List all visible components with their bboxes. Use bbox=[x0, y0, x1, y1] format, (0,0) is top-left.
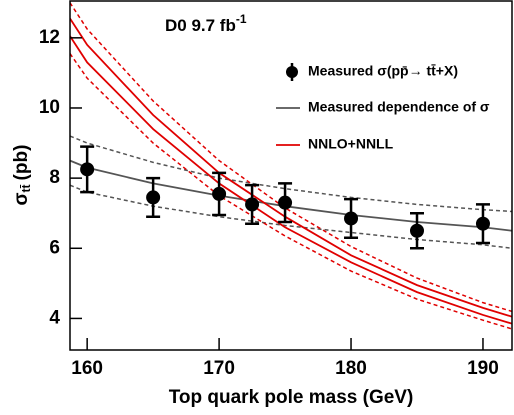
plot-area bbox=[70, 2, 512, 330]
frame bbox=[69, 0, 513, 351]
x-tick-label: 190 bbox=[467, 358, 499, 379]
chart-title: D0 9.7 fb-1 bbox=[165, 12, 247, 35]
data-point bbox=[410, 223, 425, 238]
data-point bbox=[80, 162, 95, 177]
legend-label: NNLO+NNLL bbox=[308, 136, 394, 152]
title-text: D0 9.7 fb bbox=[165, 16, 236, 35]
x-tick-label: 180 bbox=[335, 358, 367, 379]
data-point bbox=[278, 195, 293, 210]
y-axis-label: σtt̄ (pb) bbox=[11, 145, 33, 206]
y-tick-label: 10 bbox=[39, 97, 60, 118]
y-label-unit: (pb) bbox=[11, 145, 32, 181]
data-point bbox=[475, 216, 490, 231]
data-point bbox=[245, 197, 260, 212]
y-label-subscript: tt̄ bbox=[19, 184, 33, 192]
title-superscript: -1 bbox=[236, 12, 247, 26]
y-tick-label: 8 bbox=[49, 167, 60, 188]
data-point bbox=[212, 186, 227, 201]
band-line bbox=[70, 2, 512, 313]
data-point bbox=[344, 211, 359, 226]
y-tick-label: 12 bbox=[39, 27, 60, 48]
y-label-symbol: σ bbox=[11, 192, 32, 205]
x-tick-label: 160 bbox=[71, 358, 103, 379]
legend-marker bbox=[286, 66, 298, 78]
x-axis-label: Top quark pole mass (GeV) bbox=[169, 387, 414, 408]
y-tick-label: 6 bbox=[49, 237, 60, 258]
legend-label: Measured σ(pp̄→ tt̄+X) bbox=[308, 62, 458, 78]
band-line bbox=[70, 53, 512, 330]
y-tick-label: 4 bbox=[49, 307, 60, 328]
legend-label: Measured dependence of σ bbox=[308, 99, 490, 115]
x-tick-label: 170 bbox=[203, 358, 235, 379]
data-point bbox=[146, 190, 161, 205]
curve bbox=[70, 35, 512, 325]
band-line bbox=[70, 184, 512, 250]
